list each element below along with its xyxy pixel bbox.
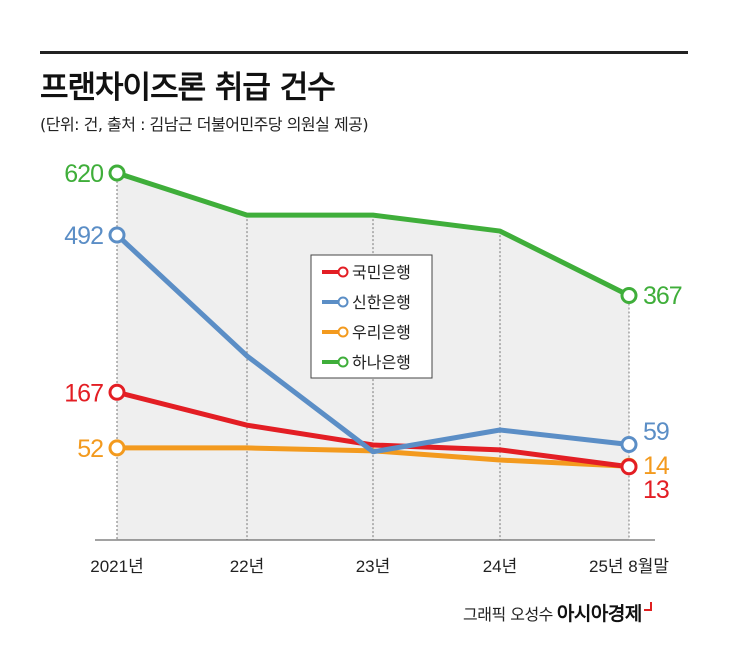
x-tick-label: 25년 8월말 [589, 557, 669, 576]
chart-title: 프랜차이즈론 취급 건수 [40, 70, 336, 106]
legend-label: 하나은행 [352, 354, 411, 372]
legend-box [310, 254, 433, 379]
graphic-credit: 그래픽 오성수 [463, 605, 553, 624]
legend-marker [337, 296, 349, 308]
start-value-label: 492 [64, 222, 103, 250]
series-line-국민은행 [116, 389, 630, 470]
credit: 그래픽 오성수 아시아경제 [463, 599, 652, 626]
legend-marker [337, 356, 349, 368]
legend-label: 국민은행 [352, 264, 411, 282]
x-tick-label: 2021년 [90, 557, 143, 576]
legend-marker [337, 326, 349, 338]
end-value-label: 14 [643, 452, 670, 480]
data-point-marker [108, 226, 126, 244]
legend-label: 우리은행 [352, 324, 411, 342]
start-value-label: 52 [77, 435, 103, 463]
data-point-marker [108, 164, 126, 182]
x-tick-label: 22년 [230, 557, 265, 576]
legend-label: 신한은행 [352, 294, 411, 312]
x-tick-label: 23년 [356, 557, 391, 576]
end-value-label: 13 [643, 476, 669, 504]
data-point-marker [620, 458, 638, 476]
series-line-하나은행 [116, 170, 631, 298]
x-tick-label: 24년 [483, 557, 518, 576]
chart-subtitle: (단위: 건, 출처 : 김남근 더불어민주당 의원실 제공) [40, 115, 369, 134]
start-value-label: 620 [64, 160, 103, 188]
brand-logo: 아시아경제 [556, 603, 642, 625]
data-point-marker [620, 436, 638, 454]
top-rule [40, 51, 688, 54]
end-value-label: 367 [643, 282, 682, 310]
data-point-marker [108, 383, 126, 401]
data-point-marker [108, 439, 126, 457]
start-value-label: 167 [64, 379, 103, 407]
end-value-label: 59 [643, 418, 669, 446]
legend-marker [337, 266, 349, 278]
brand-mark-icon [643, 602, 652, 611]
data-point-marker [620, 286, 638, 304]
series-line-신한은행 [115, 233, 630, 455]
